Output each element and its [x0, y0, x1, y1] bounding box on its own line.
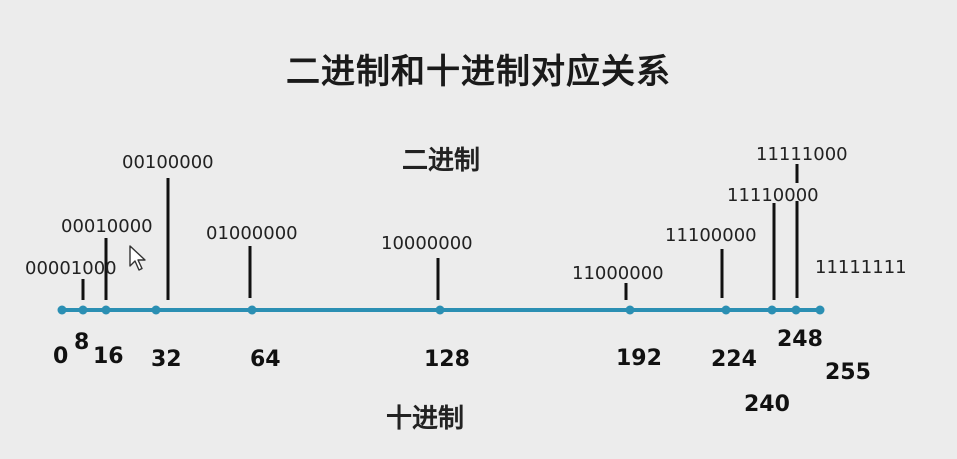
decimal-label-240: 240: [744, 392, 790, 417]
decimal-label-64: 64: [250, 347, 281, 372]
binary-heading: 二进制: [402, 146, 481, 176]
point-marker-0: [57, 305, 67, 315]
point-marker-8: [78, 305, 88, 315]
point-marker-16: [101, 305, 111, 315]
binary-label-192: 11000000: [572, 263, 664, 284]
binary-label-128: 10000000: [381, 233, 473, 254]
decimal-label-192: 192: [616, 346, 662, 371]
decimal-label-224: 224: [711, 347, 757, 372]
point-marker-224: [721, 305, 731, 315]
point-marker-255: [815, 305, 825, 315]
decimal-label-32: 32: [151, 347, 182, 372]
binary-label-248: 11111000: [756, 144, 848, 165]
page-title: 二进制和十进制对应关系: [286, 52, 671, 92]
decimal-label-128: 128: [424, 347, 470, 372]
decimal-label-16: 16: [93, 344, 124, 369]
binary-label-8: 00001000: [25, 258, 117, 279]
point-marker-64: [247, 305, 257, 315]
binary-label-64: 01000000: [206, 223, 298, 244]
decimal-label-255: 255: [825, 360, 871, 385]
binary-label-255: 11111111: [815, 257, 907, 278]
decimal-label-8: 8: [74, 330, 89, 355]
point-marker-32: [151, 305, 161, 315]
decimal-label-248: 248: [777, 327, 823, 352]
point-marker-192: [625, 305, 635, 315]
mouse-pointer-icon: [129, 245, 146, 271]
binary-label-224: 11100000: [665, 225, 757, 246]
point-marker-248: [791, 305, 801, 315]
binary-label-32: 00100000: [122, 152, 214, 173]
decimal-heading: 十进制: [386, 404, 465, 434]
point-marker-128: [435, 305, 445, 315]
binary-label-240: 11110000: [727, 185, 819, 206]
binary-label-16: 00010000: [61, 216, 153, 237]
point-marker-240: [767, 305, 777, 315]
decimal-label-0: 0: [53, 344, 68, 369]
